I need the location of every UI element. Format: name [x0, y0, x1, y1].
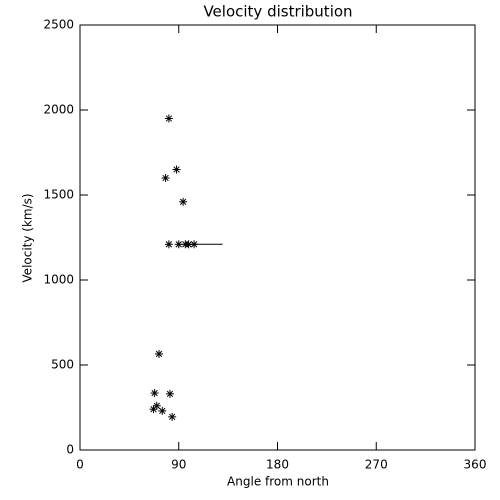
data-point — [164, 240, 173, 249]
x-tick-label: 0 — [76, 458, 84, 472]
data-point — [149, 405, 158, 414]
marker-stroke — [175, 241, 182, 248]
marker-stroke — [169, 413, 176, 421]
x-tick-label: 270 — [365, 458, 388, 472]
data-point — [152, 401, 161, 410]
y-tick-label: 2500 — [43, 18, 74, 32]
data-point — [168, 412, 177, 421]
plot-frame — [79, 24, 476, 451]
data-point — [190, 240, 199, 249]
data-point — [158, 406, 167, 415]
y-tick-label: 2000 — [43, 103, 74, 117]
marker-stroke — [165, 115, 173, 122]
data-point — [172, 165, 181, 174]
marker-stroke — [159, 407, 166, 415]
marker-stroke — [162, 174, 169, 182]
y-tick-label: 1500 — [43, 188, 74, 202]
marker-stroke — [185, 241, 192, 248]
x-tick-label: 180 — [266, 458, 289, 472]
data-point — [161, 174, 170, 182]
y-tick-label: 0 — [66, 443, 74, 457]
y-axis-label: Velocity (km/s) — [21, 193, 35, 282]
marker-stroke — [151, 389, 158, 397]
chart-title: Velocity distribution — [203, 3, 352, 21]
data-point — [179, 197, 188, 206]
x-tick-label: 360 — [464, 458, 487, 472]
x-axis-label: Angle from north — [227, 475, 329, 489]
y-tick-label: 1000 — [43, 273, 74, 287]
marker-stroke — [155, 350, 163, 358]
data-point — [174, 240, 183, 249]
data-point — [155, 349, 163, 358]
marker-stroke — [179, 198, 187, 205]
x-tick-label: 90 — [171, 458, 186, 472]
data-point — [164, 114, 173, 123]
marker-stroke — [190, 241, 198, 248]
marker-stroke — [165, 241, 173, 248]
y-tick-label: 500 — [51, 358, 74, 372]
marker-stroke — [166, 390, 174, 398]
marker-stroke — [150, 406, 157, 413]
marker-stroke — [173, 166, 180, 173]
data-point — [165, 389, 174, 398]
data-point — [150, 389, 159, 398]
